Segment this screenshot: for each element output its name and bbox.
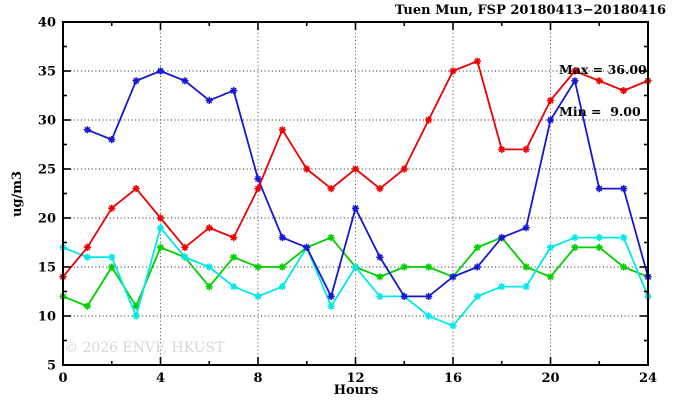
- chart-title: Tuen Mun, FSP 20180413−20180416: [394, 3, 666, 18]
- series-blue-markers: [83, 67, 652, 300]
- max-min-annotation: Max = 36.00 Min = 9.00: [559, 35, 647, 147]
- min-value-label: Min = 9.00: [559, 104, 641, 119]
- y-axis-label: ug/m3: [10, 170, 25, 218]
- y-tick-label: 15: [38, 261, 56, 276]
- x-tick-label: 4: [156, 371, 165, 386]
- x-axis-label: Hours: [333, 383, 379, 398]
- x-tick-label: 16: [444, 371, 462, 386]
- x-tick-label: 8: [253, 371, 262, 386]
- x-tick-label: 24: [639, 371, 657, 386]
- watermark: © 2026 ENVF, HKUST: [64, 340, 225, 356]
- y-tick-label: 30: [38, 114, 56, 129]
- max-value-label: Max = 36.00: [559, 62, 647, 77]
- y-tick-label: 20: [38, 212, 56, 227]
- series-blue-line: [87, 70, 649, 299]
- x-tick-label: 12: [346, 371, 364, 386]
- y-tick-label: 25: [38, 163, 56, 178]
- y-tick-label: 40: [38, 16, 56, 31]
- x-tick-label: 20: [541, 371, 559, 386]
- x-tick-label: 0: [58, 371, 67, 386]
- y-tick-label: 5: [47, 359, 56, 374]
- y-tick-label: 35: [38, 65, 56, 80]
- y-tick-label: 10: [38, 310, 56, 325]
